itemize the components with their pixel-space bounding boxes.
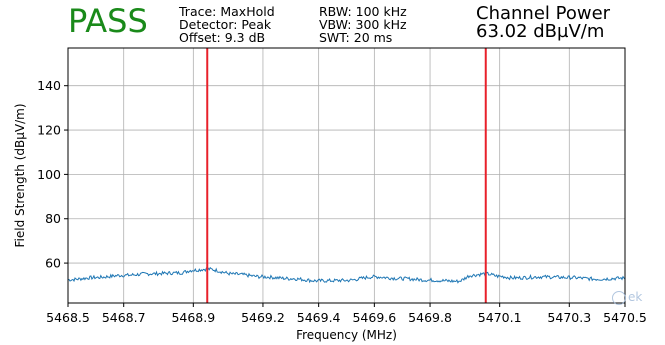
x-axis-label: Frequency (MHz)	[296, 328, 397, 342]
swt-setting: SWT: 20 ms	[319, 30, 393, 45]
trace-line	[67, 266, 626, 284]
x-tick-label: 5470.3	[547, 310, 591, 325]
trace-setting: Trace: MaxHold	[179, 4, 275, 19]
x-tick-label: 5469.4	[297, 310, 341, 325]
grid-lines	[67, 48, 626, 303]
x-tick-label: 5468.5	[46, 310, 90, 325]
channel-power-value: 63.02 dBµV/m	[476, 21, 605, 42]
watermark-text: ek	[628, 290, 643, 304]
y-tick-label: 60	[45, 256, 61, 271]
logo-icon	[612, 290, 626, 305]
trace-settings-block: Trace: MaxHold Detector: Peak Offset: 9.…	[179, 5, 275, 44]
channel-markers	[206, 48, 487, 303]
offset-setting: Offset: 9.3 dB	[179, 30, 266, 45]
detector-setting: Detector: Peak	[179, 17, 272, 32]
vbw-setting: VBW: 300 kHz	[319, 17, 407, 32]
x-tick-label: 5468.7	[102, 310, 146, 325]
x-tick-label: 5469.6	[352, 310, 396, 325]
x-tick-label: 5470.1	[478, 310, 522, 325]
y-axis-label: Field Strength (dBµV/m)	[13, 103, 27, 247]
y-tick-label: 80	[45, 211, 61, 226]
y-tick-label: 140	[37, 78, 61, 93]
y-tick-label: 120	[37, 123, 61, 138]
channel-power-label: Channel Power	[476, 3, 611, 24]
y-tick-label: 100	[37, 167, 61, 182]
bandwidth-settings-block: RBW: 100 kHz VBW: 300 kHz SWT: 20 ms	[319, 5, 407, 44]
x-tick-label: 5470.5	[603, 310, 647, 325]
x-tick-label: 5469.2	[241, 310, 285, 325]
trace-layer	[67, 266, 626, 284]
axis-ticks: 5468.5 5468.7 5468.9 5469.2 5469.4 5469.6 5469…	[37, 78, 647, 325]
plot-frame	[67, 47, 626, 304]
verdict-label: PASS	[68, 2, 148, 40]
watermark: ek	[612, 290, 642, 305]
x-tick-label: 5468.9	[171, 310, 215, 325]
x-tick-label: 5469.8	[408, 310, 452, 325]
rbw-setting: RBW: 100 kHz	[319, 4, 407, 19]
